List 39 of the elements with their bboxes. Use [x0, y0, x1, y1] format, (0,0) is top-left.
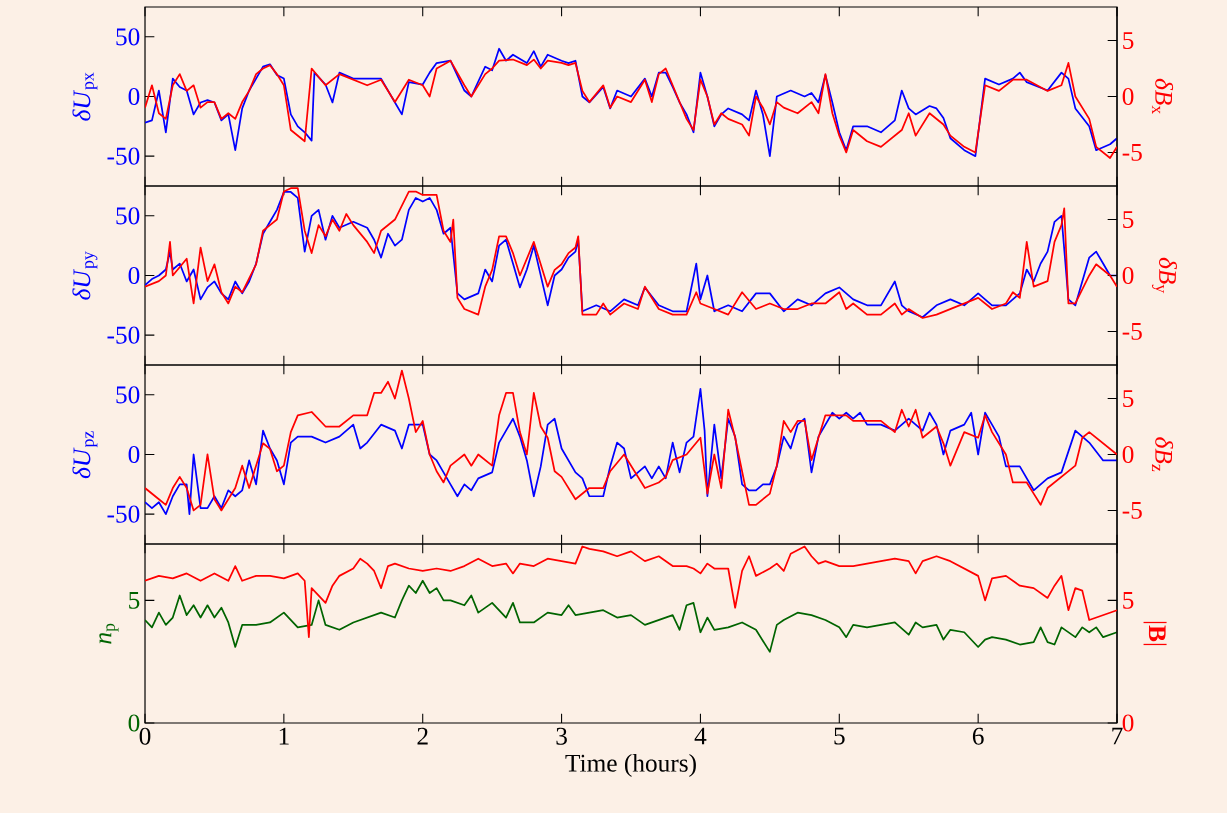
x-tick-label: 2	[417, 727, 428, 745]
y2-axis-title: δB$_{x}$	[1151, 78, 1174, 114]
y2-tick-label: 0	[1122, 87, 1134, 106]
x-tick-label: 7	[1112, 727, 1123, 745]
y2-tick-label: -5	[1122, 323, 1142, 340]
y-tick-label: -50	[107, 147, 140, 165]
y2-axis-title: δB$_{y}$	[1151, 257, 1177, 294]
x-tick-label: 5	[834, 727, 845, 745]
y2-tick-label: -5	[1122, 144, 1142, 161]
y-tick-label: 0	[128, 87, 140, 106]
y2-tick-label: 0	[1122, 266, 1134, 285]
y-tick-label: 0	[128, 714, 140, 732]
y2-tick-label: 0	[1122, 714, 1134, 732]
x-tick-label: 6	[972, 727, 984, 745]
y-tick-label: -50	[107, 505, 140, 523]
y2-axis-title: δB$_{z}$	[1151, 437, 1174, 472]
y2-tick-label: 5	[1123, 390, 1134, 407]
y2-axis-title: |B|	[1143, 621, 1167, 646]
x-axis-title: Time (hours)	[565, 753, 696, 777]
y2-tick-label: 5	[1123, 32, 1134, 49]
x-tick-label: 1	[279, 727, 289, 745]
y-tick-label: 50	[116, 207, 140, 225]
y2-tick-label: 5	[1123, 211, 1134, 228]
x-tick-label: 4	[694, 727, 707, 745]
y-tick-label: 50	[116, 386, 140, 404]
y-tick-label: -50	[107, 326, 140, 344]
y-axis-title: n$_{p}$	[99, 623, 119, 644]
y-axis-title: δU$_{pz}$	[72, 431, 98, 479]
x-tick-label: 0	[139, 727, 151, 745]
y2-tick-label: -5	[1122, 502, 1142, 519]
y-tick-label: 5	[129, 591, 140, 609]
y-tick-label: 50	[116, 28, 140, 46]
y-axis-title: δU$_{py}$	[72, 251, 98, 300]
y2-tick-label: 0	[1122, 445, 1134, 464]
y-axis-title: δU$_{px}$	[72, 72, 98, 121]
x-tick-label: 3	[556, 727, 567, 745]
y2-tick-label: 5	[1123, 591, 1134, 609]
y-tick-label: 0	[128, 445, 140, 464]
y-tick-label: 0	[128, 266, 140, 285]
